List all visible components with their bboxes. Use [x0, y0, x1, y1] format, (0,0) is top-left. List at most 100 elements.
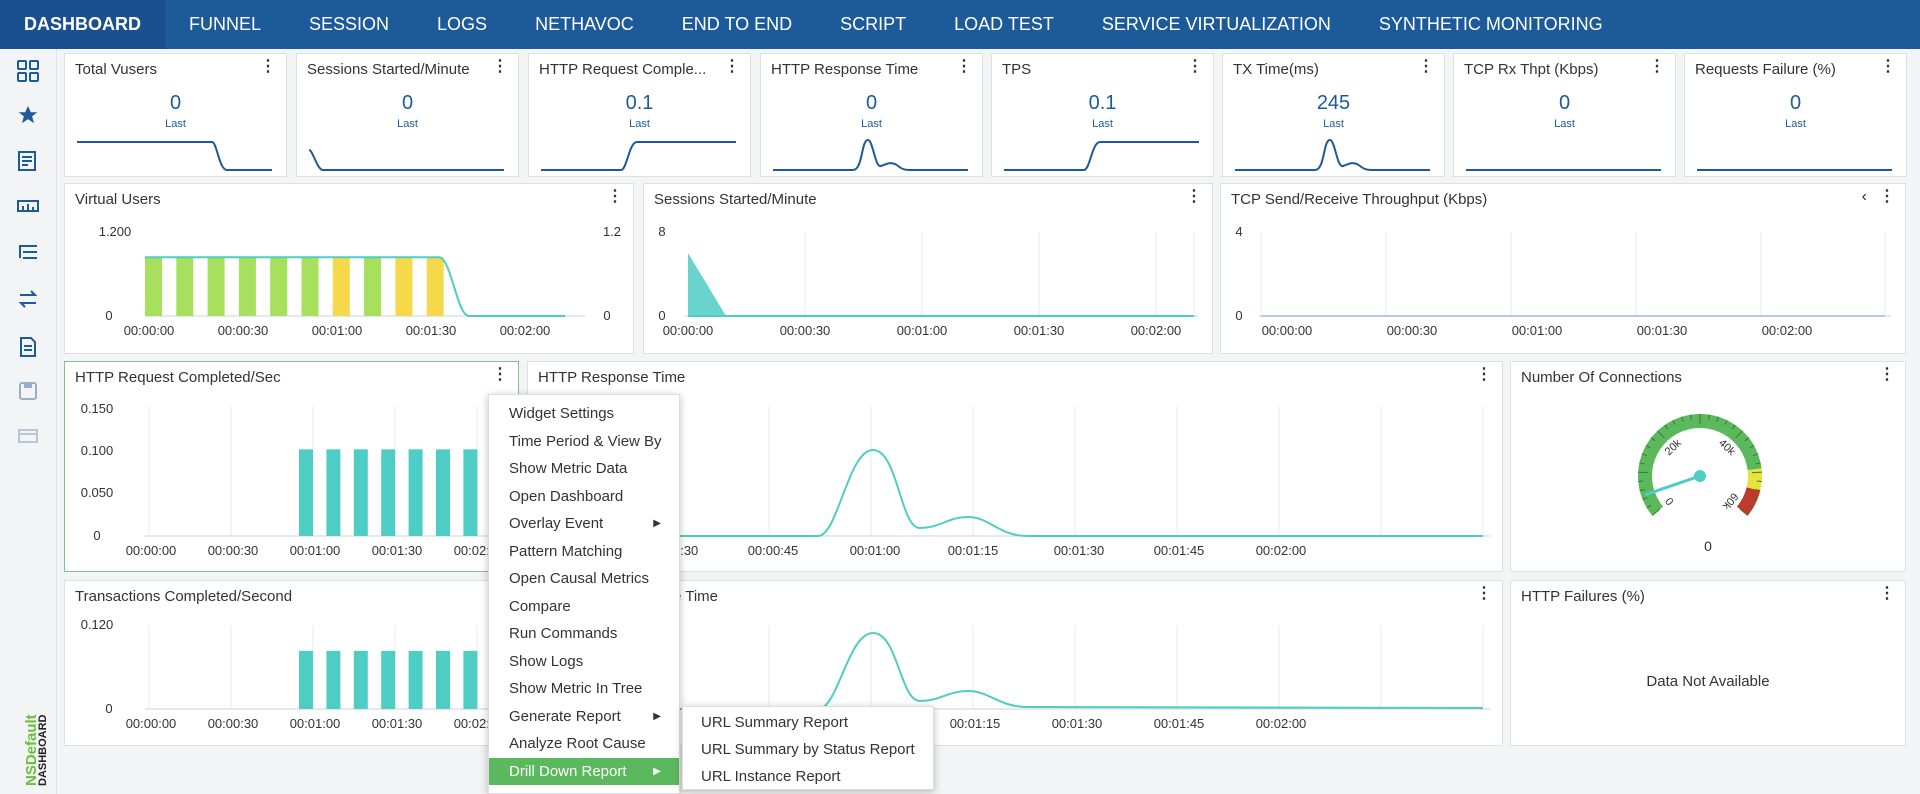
gauge-tick — [1650, 437, 1656, 442]
panel-menu-button[interactable]: ⋮ — [1476, 366, 1492, 383]
bar — [381, 449, 396, 536]
panel-menu-button[interactable]: ⋮ — [607, 188, 623, 205]
submenu-item-url-summary-by-status-report[interactable]: URL Summary by Status Report — [701, 741, 915, 758]
panel-menu-button[interactable]: ⋮ — [724, 58, 740, 75]
gauge-tick — [1749, 445, 1755, 449]
panel-menu-button[interactable]: ⋮ — [1879, 366, 1895, 383]
menu-item-label: Open Dashboard — [509, 487, 624, 505]
x-tick-label: 00:00:00 — [126, 543, 177, 558]
x-tick-label: 00:02:00 — [1131, 323, 1182, 338]
bar — [395, 257, 413, 316]
menu-item-label: Generate Report — [509, 707, 621, 725]
gauge-tick — [1753, 453, 1759, 457]
empty-state-message: Data Not Available — [1646, 673, 1770, 690]
gauge-tick — [1724, 420, 1728, 425]
x-tick-label: 00:00:00 — [126, 716, 177, 731]
x-tick-label: 00:00:30 — [208, 716, 259, 731]
transfer-icon[interactable] — [14, 285, 42, 313]
menu-item-show-logs[interactable]: Show Logs — [489, 648, 679, 676]
tab-dashboard[interactable]: DASHBOARD — [0, 0, 165, 49]
menu-item-pattern-matching[interactable]: Pattern Matching — [489, 538, 679, 566]
kpi-value: 245 — [1316, 92, 1351, 114]
kpi-sublabel: Last — [861, 118, 882, 130]
collapse-chevron-icon[interactable]: ‹ — [1861, 188, 1867, 205]
menu-item-show-metric-data[interactable]: Show Metric Data — [489, 455, 679, 483]
tab-logs[interactable]: LOGS — [437, 14, 488, 34]
panel-menu-button[interactable]: ⋮ — [1649, 58, 1665, 75]
menu-item-run-commands[interactable]: Run Commands — [489, 620, 679, 648]
panel-menu-button[interactable]: ⋮ — [492, 366, 508, 383]
panel-menu-button[interactable]: ⋮ — [1187, 58, 1203, 75]
x-tick-label: 00:00:00 — [663, 323, 714, 338]
gauge-tick — [1755, 488, 1761, 492]
menu-item-open-dashboard[interactable]: Open Dashboard — [489, 483, 679, 511]
gauge-needle — [1644, 474, 1701, 497]
menu-item-open-causal-metrics[interactable]: Open Causal Metrics — [489, 565, 679, 593]
menu-item-label: Compare — [509, 597, 571, 615]
tcp-throughput-panel: TCP Send/Receive Throughput (Kbps) ‹ ⋮ 4… — [1220, 183, 1906, 354]
menu-item-overlay-event[interactable]: Overlay Event ▶ — [489, 510, 679, 538]
gauge-tick — [1672, 420, 1676, 425]
brand-logo: NSDefault DASHBOARD — [23, 714, 48, 786]
menu-item-show-metric-in-tree[interactable]: Show Metric In Tree — [489, 675, 679, 703]
favorites-star-icon[interactable] — [14, 101, 42, 129]
bar — [326, 650, 341, 709]
gauge-tick — [1744, 437, 1750, 442]
tree-settings-icon[interactable] — [14, 239, 42, 267]
submenu-item-url-instance-report[interactable]: URL Instance Report — [701, 768, 841, 785]
tab-session[interactable]: SESSION — [309, 14, 390, 34]
tab-load-test[interactable]: LOAD TEST — [954, 14, 1054, 34]
gauge-tick — [1646, 504, 1652, 509]
chart-config-icon[interactable] — [14, 193, 42, 221]
left-sidebar: NSDefault DASHBOARD — [0, 49, 57, 794]
panel-menu-button[interactable]: ⋮ — [1879, 188, 1895, 205]
panel-menu-button[interactable]: ⋮ — [260, 58, 276, 75]
x-tick-label: 00:00:00 — [124, 323, 175, 338]
kpi-title: Requests Failure (%) — [1695, 61, 1836, 78]
menu-item-widget-settings[interactable]: Widget Settings — [489, 400, 679, 428]
kpi-card: Sessions Started/Minute ⋮ 0 Last — [296, 53, 519, 177]
save-icon[interactable] — [14, 377, 42, 405]
drill-down-submenu: URL Summary Report URL Summary by Status … — [682, 706, 934, 790]
menu-item-time-period-view-by[interactable]: Time Period & View By — [489, 428, 679, 456]
gauge-tick — [1642, 497, 1648, 501]
tab-end-to-end[interactable]: END TO END — [681, 14, 793, 34]
tab-nethavoc[interactable]: NETHAVOC — [535, 14, 634, 34]
panel-menu-button[interactable]: ⋮ — [1186, 188, 1202, 205]
tab-script[interactable]: SCRIPT — [840, 14, 907, 34]
bar — [299, 650, 313, 709]
menu-item-analyze-root-cause[interactable]: Analyze Root Cause — [489, 730, 679, 758]
report-list-icon[interactable] — [14, 147, 42, 175]
bar — [145, 257, 162, 316]
panel-menu-button[interactable]: ⋮ — [1880, 58, 1896, 75]
panel-menu-button[interactable]: ⋮ — [956, 58, 972, 75]
tab-service-virtualization[interactable]: SERVICE VIRTUALIZATION — [1101, 14, 1331, 34]
menu-item-generate-report[interactable]: Generate Report ▶ — [489, 703, 679, 731]
y-tick-label: 0 — [105, 701, 112, 716]
panel-menu-button[interactable]: ⋮ — [1476, 585, 1492, 602]
dashboard-grid-icon[interactable] — [14, 57, 42, 85]
kpi-value: 0 — [1789, 92, 1802, 114]
x-tick-label: 00:00:00 — [1262, 323, 1313, 338]
layout-icon[interactable] — [14, 421, 42, 449]
tab-synthetic-monitoring[interactable]: SYNTHETIC MONITORING — [1378, 14, 1603, 34]
kpi-sparkline — [309, 149, 504, 171]
y-tick-label: 0 — [658, 308, 665, 323]
kpi-title: TPS — [1002, 61, 1032, 78]
panel-menu-button[interactable]: ⋮ — [1418, 58, 1434, 75]
x-tick-label: 00:02:00 — [1256, 543, 1307, 558]
bar — [326, 449, 341, 536]
tab-funnel[interactable]: FUNNEL — [189, 14, 262, 34]
virtual-users-chart: 1.200 0 1.2 0 00:00:00 00:00:30 00:01:00 00:01:… — [99, 224, 621, 338]
menu-item-compare[interactable]: Compare — [489, 593, 679, 621]
gauge-tick — [1645, 445, 1651, 449]
document-icon[interactable] — [14, 333, 42, 361]
bar — [301, 257, 319, 316]
panel-menu-button[interactable]: ⋮ — [1879, 585, 1895, 602]
menu-item-drill-down-report[interactable]: Drill Down Report ▶ — [489, 757, 679, 785]
x-tick-label: 00:02:00 — [500, 323, 551, 338]
submenu-item-url-summary-report[interactable]: URL Summary Report — [701, 714, 848, 731]
x-tick-label: 00:01:15 — [948, 543, 999, 558]
panel-menu-button[interactable]: ⋮ — [492, 58, 508, 75]
kpi-sparkline — [1004, 141, 1199, 171]
